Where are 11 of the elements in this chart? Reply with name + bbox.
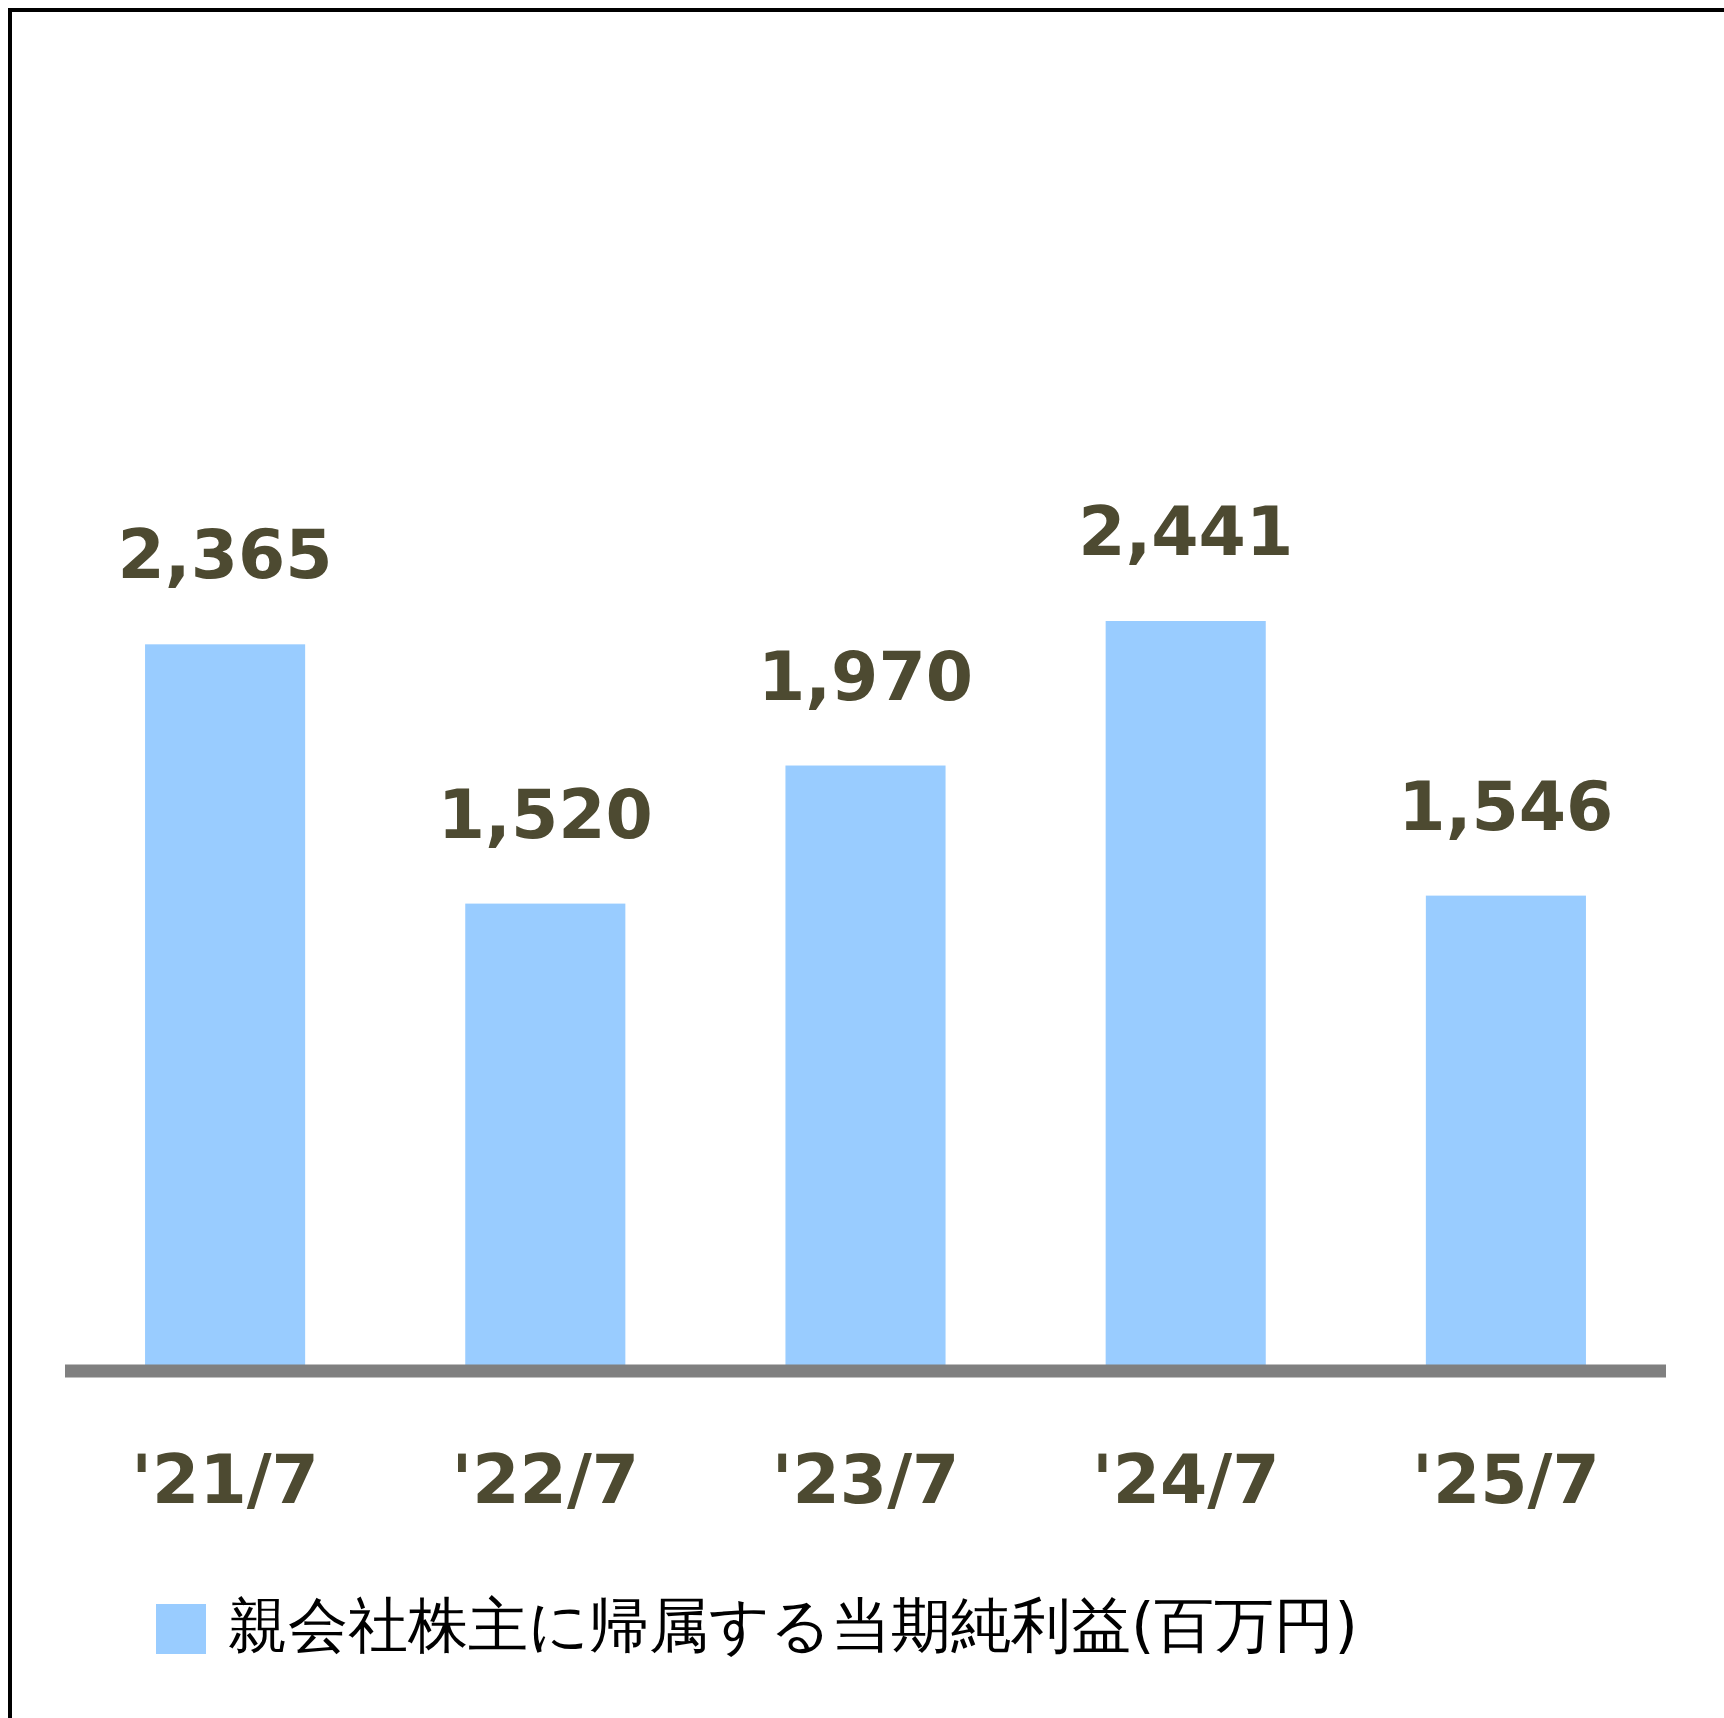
data-label: 2,441 [1078,492,1294,571]
data-label: 1,546 [1398,766,1614,846]
data-label: 2,365 [117,515,333,595]
x-tick-label: '25/7 [1412,1440,1600,1519]
x-tick-label: '24/7 [1091,1440,1280,1519]
data-label: 1,970 [757,636,974,716]
x-tick-label: '22/7 [451,1440,640,1519]
data-label: 1,520 [437,774,653,854]
x-tick-label: '21/7 [131,1440,319,1519]
x-tick-label: '23/7 [771,1440,960,1519]
legend-label: 親会社株主に帰属する当期純利益(百万円) [228,1590,1358,1660]
